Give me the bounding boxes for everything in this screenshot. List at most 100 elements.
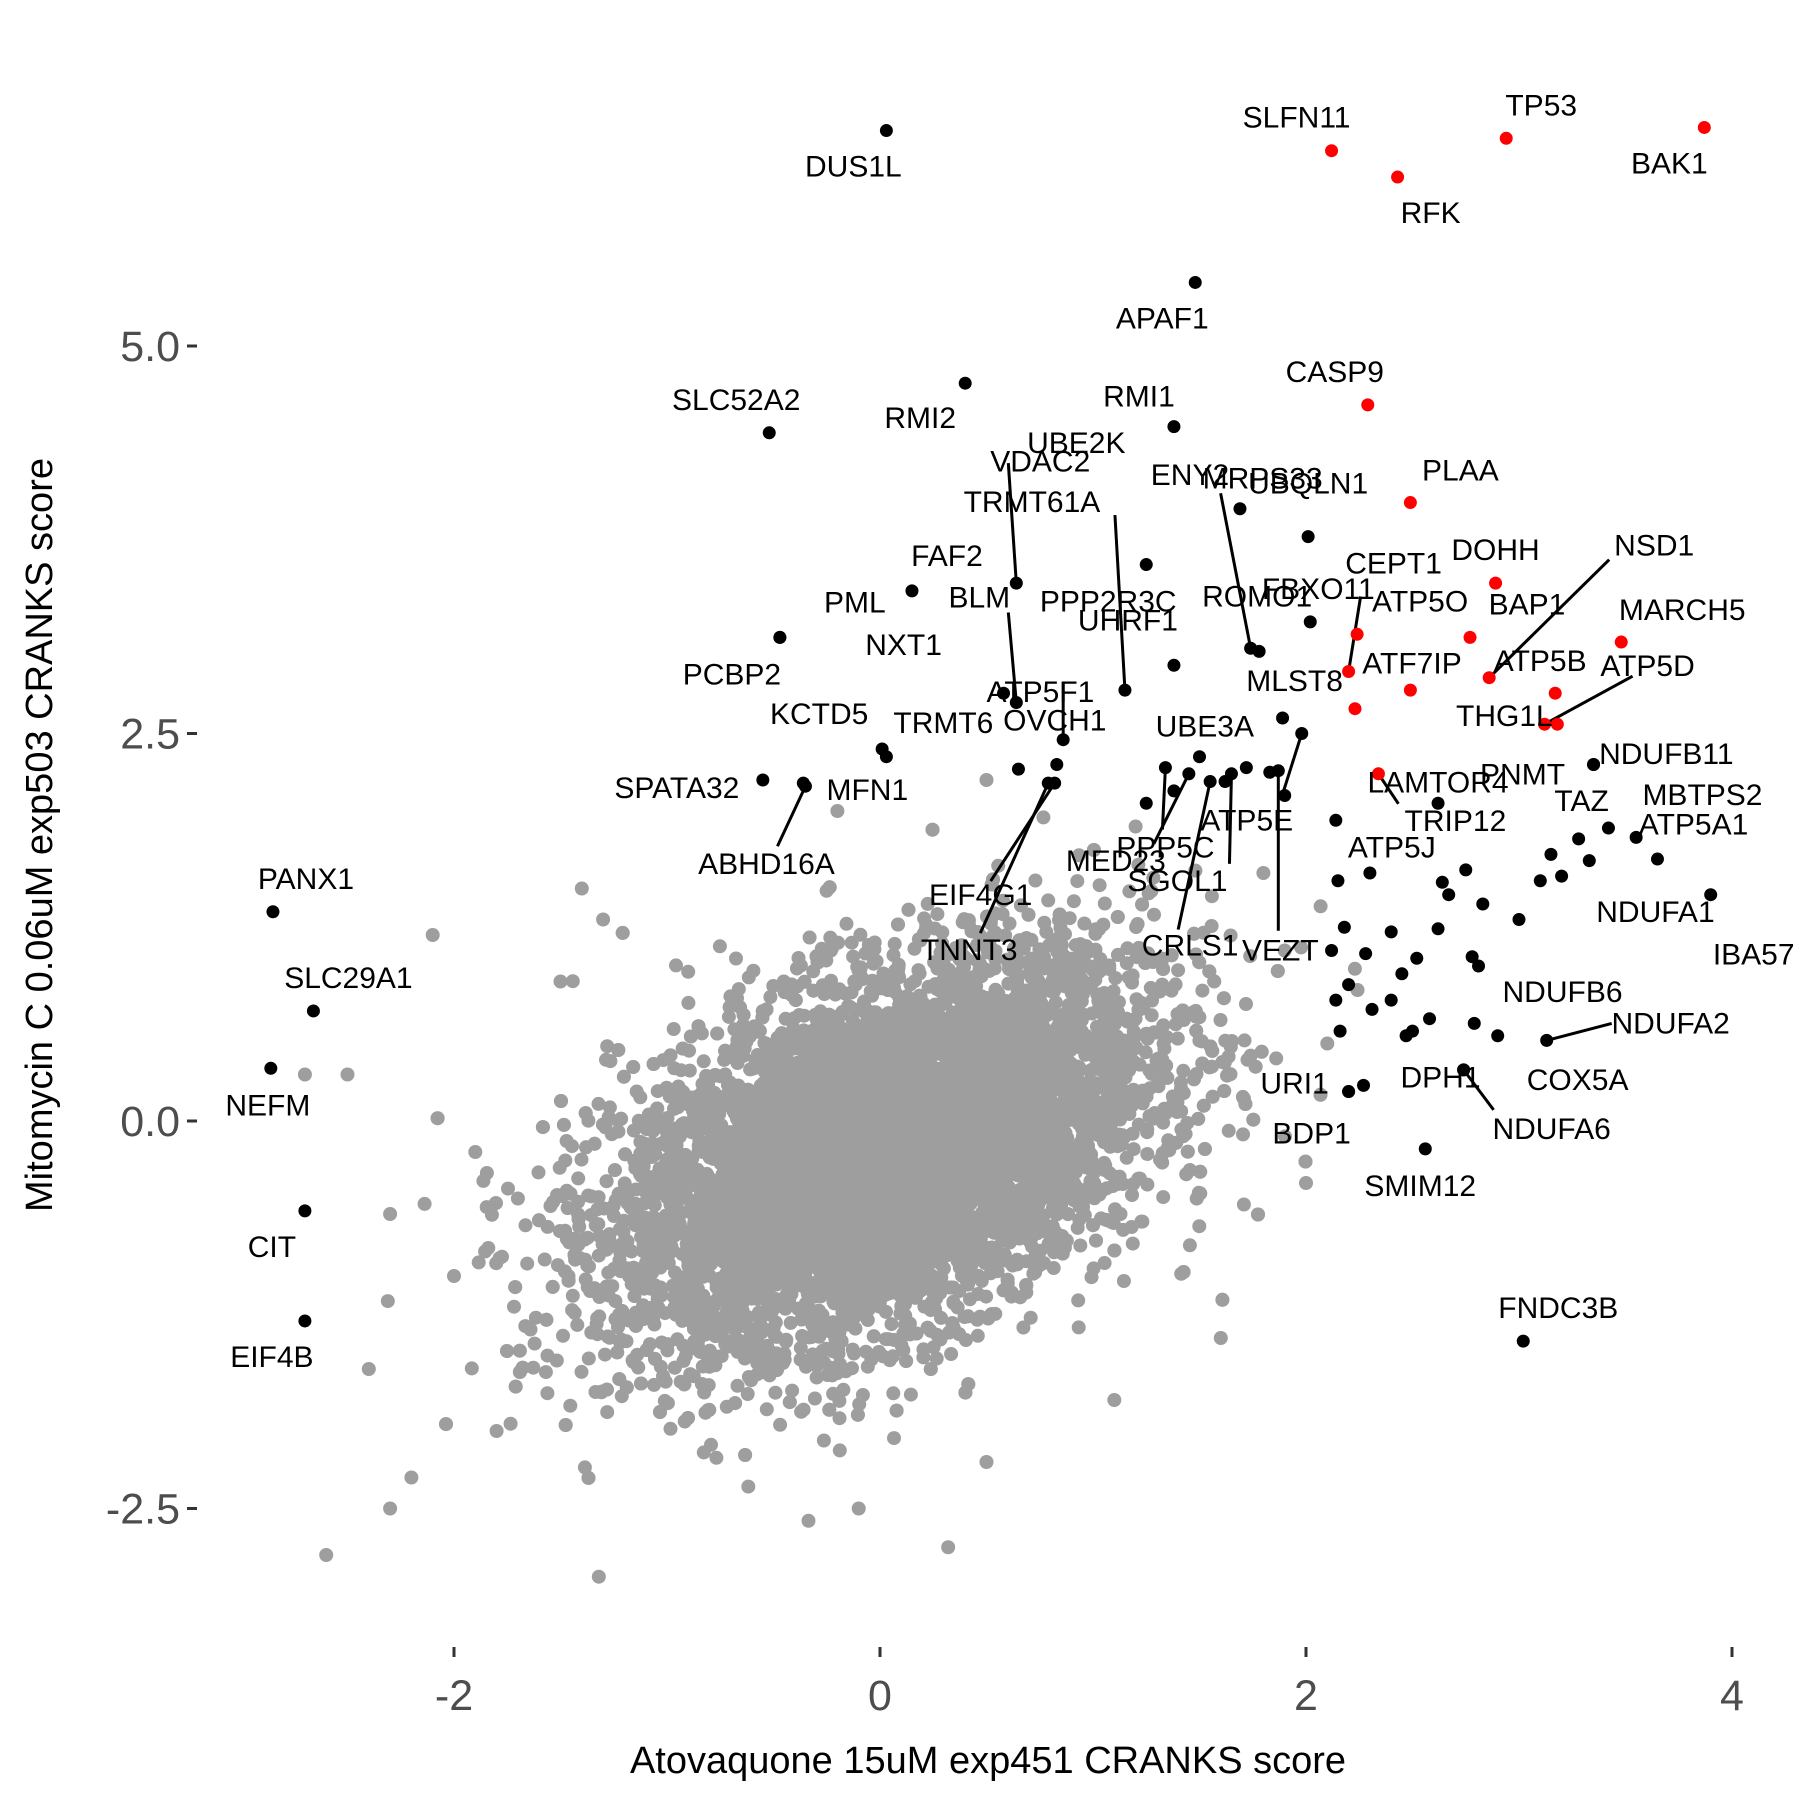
background-point (528, 1310, 543, 1325)
background-point (860, 1359, 875, 1374)
background-point (1223, 928, 1238, 943)
background-point (526, 1360, 541, 1375)
background-point (1140, 1147, 1155, 1161)
background-point (484, 1207, 499, 1222)
background-point (540, 1386, 555, 1401)
background-point (801, 1513, 816, 1528)
background-point (773, 1417, 788, 1432)
background-point (1147, 907, 1161, 922)
background-point (1176, 1063, 1191, 1078)
background-point (1171, 963, 1186, 978)
background-point (570, 1317, 585, 1332)
background-point (816, 1433, 831, 1448)
background-point (1122, 884, 1137, 899)
background-point (1269, 1051, 1284, 1066)
background-point (531, 1165, 546, 1180)
background-point (537, 1252, 552, 1267)
background-point (563, 1398, 578, 1413)
background-point (577, 1460, 592, 1475)
background-point (1294, 940, 1309, 955)
background-point (866, 956, 881, 971)
background-point (666, 1022, 681, 1036)
background-point (1237, 1033, 1252, 1048)
background-point (832, 1443, 847, 1458)
background-point (574, 1152, 589, 1167)
background-point (970, 1328, 985, 1343)
background-point (712, 939, 727, 954)
background-point (1028, 873, 1043, 888)
background-point (681, 964, 696, 979)
background-point (602, 1100, 617, 1115)
background-point (894, 1338, 909, 1353)
background-point (520, 1256, 535, 1271)
background-point (1097, 1155, 1112, 1170)
background-point (556, 1328, 570, 1343)
background-point (737, 1351, 752, 1366)
background-point (882, 1353, 897, 1368)
background-point (1073, 1238, 1088, 1253)
background-point (741, 1479, 756, 1494)
background-point (783, 1315, 798, 1330)
background-point (681, 995, 696, 1010)
background-point (611, 1124, 626, 1139)
background-point (600, 1405, 615, 1420)
background-point (860, 1313, 875, 1327)
background-point (858, 1344, 873, 1359)
background-point (527, 1336, 542, 1351)
background-point (1125, 1188, 1139, 1202)
background-point (380, 1294, 395, 1309)
background-point (920, 896, 935, 911)
background-point (832, 982, 847, 997)
background-point (591, 1096, 606, 1111)
background-point (1189, 1067, 1204, 1081)
background-point (1156, 1190, 1171, 1205)
background-point (730, 1378, 745, 1393)
background-point (1092, 922, 1107, 936)
background-point (887, 1431, 901, 1446)
background-point (807, 1391, 822, 1406)
background-point (728, 1322, 743, 1337)
background-point (929, 1351, 944, 1366)
background-point (763, 990, 778, 1004)
background-point (729, 951, 743, 966)
background-point (417, 1196, 432, 1211)
background-point (1023, 1310, 1038, 1325)
background-point (581, 1351, 596, 1366)
background-point (696, 1054, 711, 1069)
background-point (1097, 896, 1112, 911)
background-point (1106, 984, 1121, 999)
background-point (1195, 983, 1210, 998)
background-point (1116, 1274, 1131, 1288)
background-point (793, 1340, 808, 1355)
background-point (1070, 1220, 1085, 1235)
background-point (1180, 1116, 1195, 1130)
background-point (540, 1348, 555, 1363)
background-point (1036, 810, 1051, 825)
background-point (1347, 961, 1362, 976)
background-point (709, 1450, 724, 1465)
background-point (1125, 1236, 1140, 1251)
background-point (1016, 1320, 1031, 1335)
background-point (797, 1008, 812, 1023)
background-point (1192, 1219, 1207, 1234)
background-point (802, 930, 817, 945)
background-points-layer (297, 773, 1365, 1584)
background-point (887, 936, 902, 951)
background-point (591, 1248, 606, 1263)
background-point (1204, 889, 1219, 904)
background-point (1236, 1197, 1251, 1212)
background-point (1002, 916, 1017, 931)
background-point (501, 1181, 515, 1196)
background-point (944, 1347, 959, 1361)
background-point (1097, 1256, 1112, 1270)
background-point (740, 1387, 755, 1401)
background-point (663, 1421, 678, 1436)
background-point (503, 1416, 518, 1431)
background-point (1168, 977, 1183, 992)
background-point (1092, 878, 1107, 893)
background-point (839, 916, 854, 931)
background-point (903, 1387, 918, 1402)
background-point (1221, 1123, 1236, 1138)
background-point (766, 979, 781, 993)
